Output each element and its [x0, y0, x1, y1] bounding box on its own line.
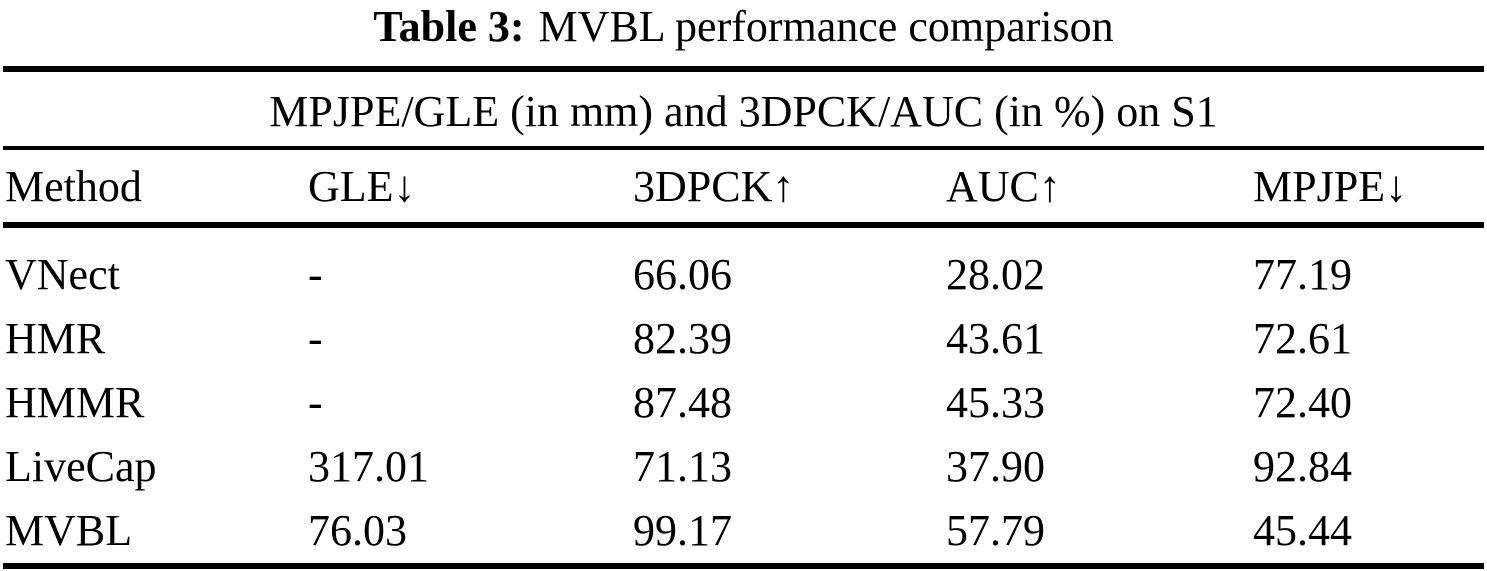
performance-table: Method GLE↓ 3DPCK↑ AUC↑ MPJPE↓ VNect - 6…	[3, 150, 1484, 569]
table-row: LiveCap 317.01 71.13 37.90 92.84	[3, 435, 1484, 499]
table-row: HMR - 82.39 43.61 72.61	[3, 307, 1484, 371]
cell-3dpck: 87.48	[633, 378, 732, 427]
cell-mpjpe: 77.19	[1253, 250, 1352, 299]
cell-method: VNect	[5, 250, 120, 299]
table-header: Method GLE↓ 3DPCK↑ AUC↑ MPJPE↓	[3, 150, 1484, 228]
cell-auc: 37.90	[946, 442, 1045, 491]
table-row: VNect - 66.06 28.02 77.19	[3, 225, 1484, 307]
cell-3dpck: 82.39	[633, 314, 732, 363]
cell-auc: 57.79	[946, 506, 1045, 555]
table-row: MVBL 76.03 99.17 57.79 45.44	[3, 499, 1484, 566]
column-header-method: Method	[3, 150, 308, 228]
cell-gle: -	[308, 314, 323, 363]
column-header-auc: AUC↑	[946, 150, 1253, 228]
table-caption-label: Table 3:	[373, 2, 525, 51]
cell-3dpck: 99.17	[633, 506, 732, 555]
cell-mpjpe: 92.84	[1253, 442, 1352, 491]
cell-method: HMR	[5, 314, 106, 363]
cell-gle: -	[308, 250, 323, 299]
cell-3dpck: 71.13	[633, 442, 732, 491]
column-header-gle: GLE↓	[308, 150, 633, 228]
header-row: Method GLE↓ 3DPCK↑ AUC↑ MPJPE↓	[3, 150, 1484, 228]
column-header-mpjpe: MPJPE↓	[1253, 150, 1484, 228]
table-body: VNect - 66.06 28.02 77.19 HMR - 82.39 43…	[3, 225, 1484, 566]
table-row: HMMR - 87.48 45.33 72.40	[3, 371, 1484, 435]
cell-gle: -	[308, 378, 323, 427]
cell-auc: 43.61	[946, 314, 1045, 363]
cell-auc: 28.02	[946, 250, 1045, 299]
column-header-3dpck: 3DPCK↑	[633, 150, 946, 228]
cell-mpjpe: 72.40	[1253, 378, 1352, 427]
cell-gle: 317.01	[308, 442, 429, 491]
table-span-header: MPJPE/GLE (in mm) and 3DPCK/AUC (in %) o…	[269, 87, 1218, 136]
cell-gle: 76.03	[308, 506, 407, 555]
cell-method: MVBL	[5, 506, 133, 555]
cell-method: HMMR	[5, 378, 145, 427]
table-caption: Table 3: MVBL performance comparison	[3, 2, 1484, 52]
cell-auc: 45.33	[946, 378, 1045, 427]
cell-3dpck: 66.06	[633, 250, 732, 299]
top-rule	[3, 66, 1484, 72]
table-caption-title: MVBL performance comparison	[538, 2, 1114, 51]
cell-mpjpe: 72.61	[1253, 314, 1352, 363]
cell-mpjpe: 45.44	[1253, 506, 1352, 555]
cell-method: LiveCap	[5, 442, 157, 491]
header-top-rule	[3, 146, 1484, 150]
